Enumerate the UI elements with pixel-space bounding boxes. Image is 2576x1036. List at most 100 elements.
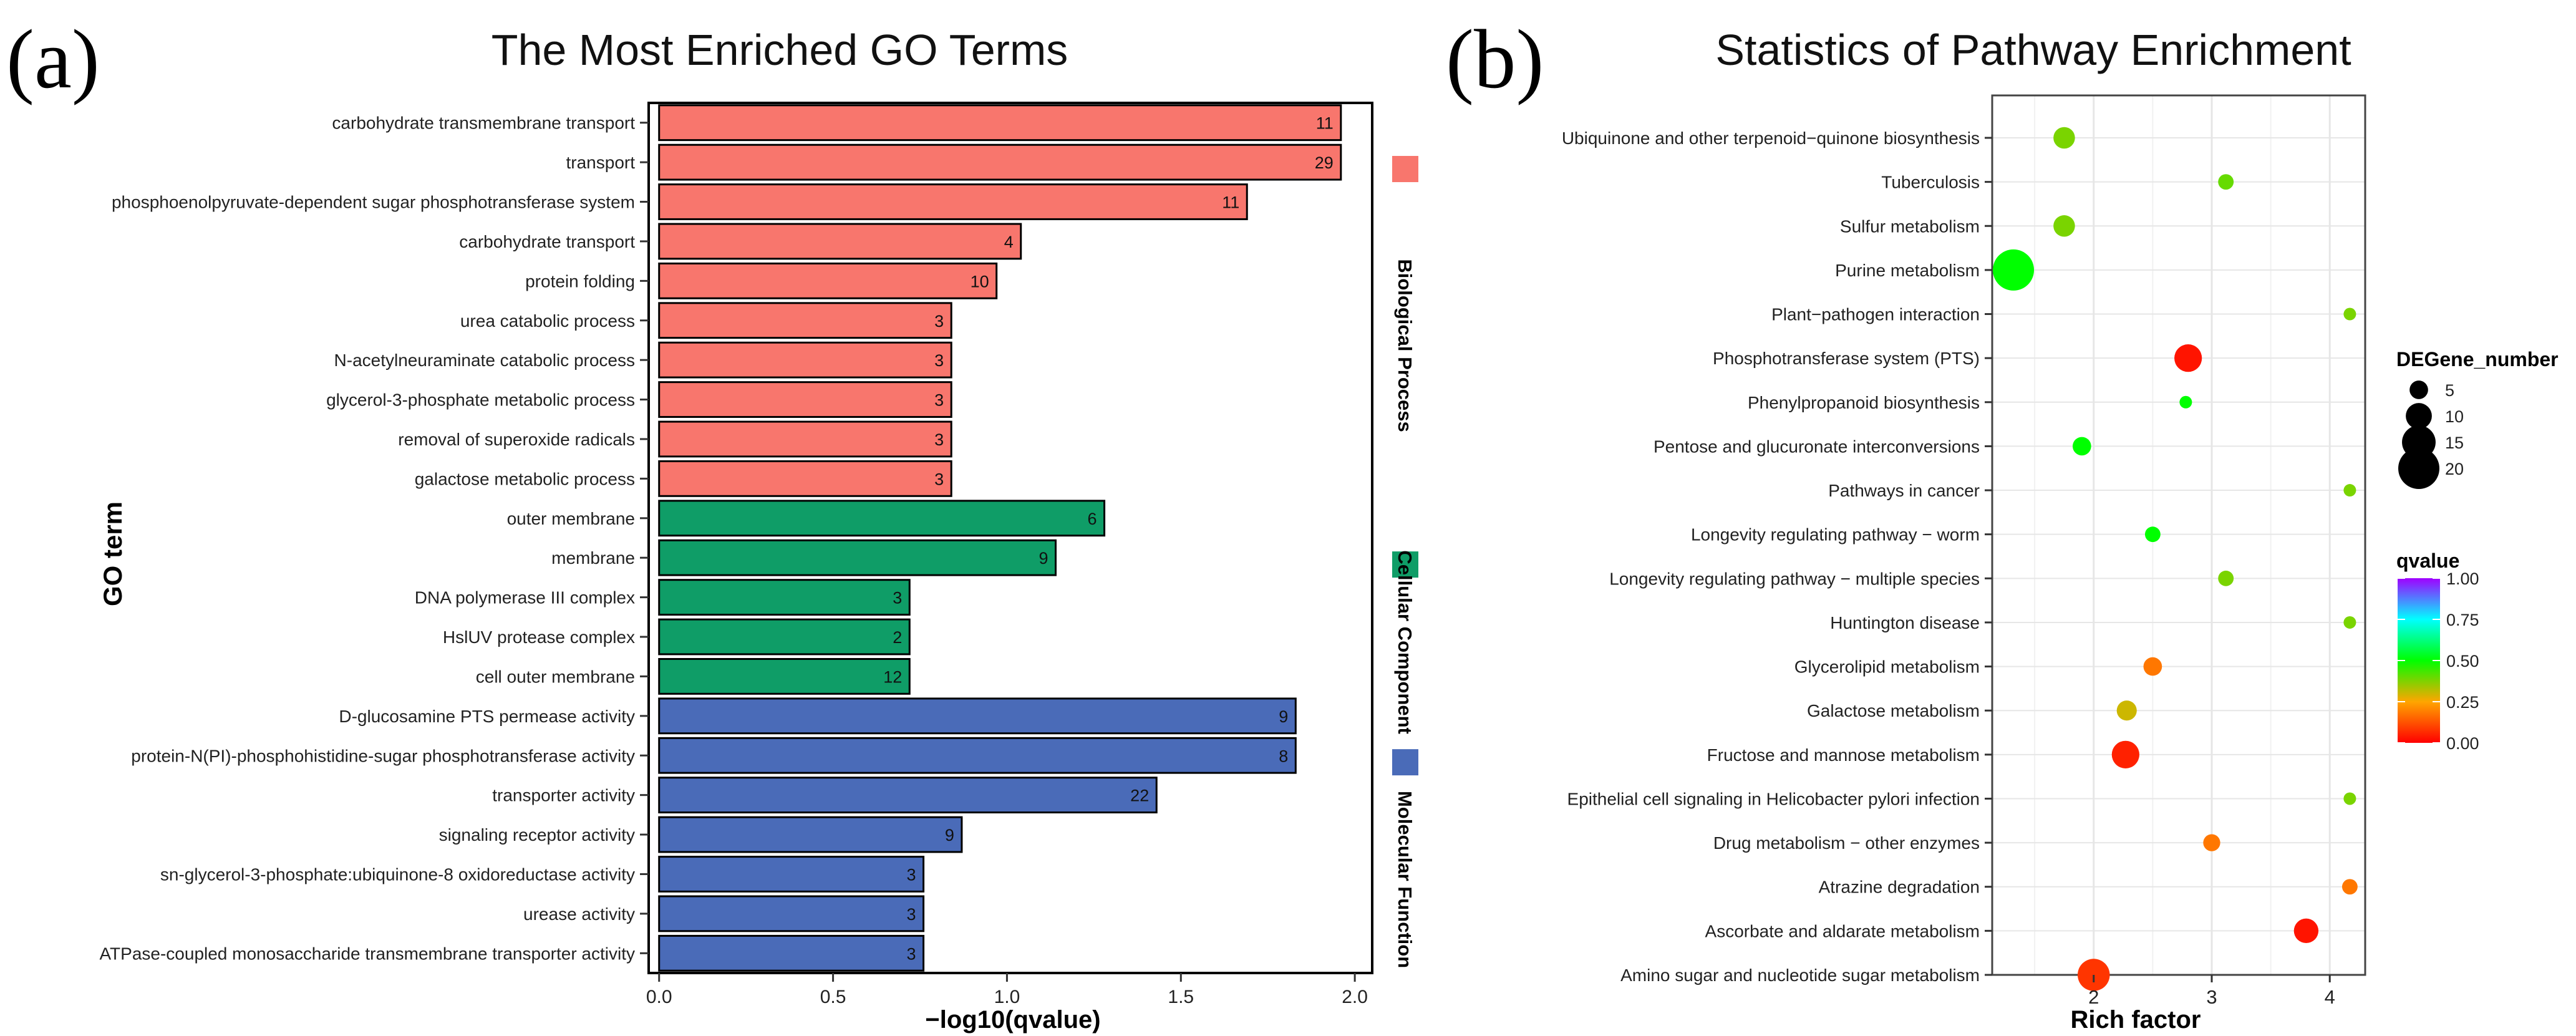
- pathway-label: Sulfur metabolism: [1840, 216, 1980, 236]
- category-legend-swatch: [1392, 749, 1418, 776]
- pathway-point: [2144, 526, 2161, 543]
- panel-b-label: (b): [1446, 13, 1544, 106]
- bar-term-label: urea catabolic process: [460, 311, 635, 331]
- bar-term-label: HslUV protease complex: [443, 627, 635, 647]
- bar-count-label: 3: [907, 865, 916, 884]
- pathway-point: [2203, 834, 2220, 851]
- bar-count-label: 2: [893, 628, 902, 647]
- color-legend-title: qvalue: [2396, 549, 2459, 572]
- category-legend-swatch: [1392, 156, 1418, 182]
- bar-count-label: 3: [907, 905, 916, 924]
- pathway-label: Phosphotransferase system (PTS): [1713, 349, 1980, 368]
- bar-term-label: removal of superoxide radicals: [398, 430, 635, 449]
- panel-a-label: (a): [6, 13, 100, 106]
- size-legend-label: 15: [2445, 433, 2464, 452]
- pathway-point: [2343, 792, 2356, 805]
- bar-term-label: D-glucosamine PTS permease activity: [339, 707, 635, 726]
- pathway-point: [2218, 174, 2234, 190]
- pathway-point: [2143, 657, 2162, 676]
- bar-count-label: 3: [934, 430, 944, 449]
- bar-count-label: 8: [1279, 747, 1288, 765]
- bar: [658, 381, 952, 418]
- bar-count-label: 3: [934, 391, 944, 410]
- x-tick-label: 0.0: [646, 987, 672, 1007]
- bar-count-label: 12: [883, 667, 902, 686]
- pathway-label: Galactose metabolism: [1807, 701, 1980, 720]
- pathway-label: Epithelial cell signaling in Helicobacte…: [1567, 789, 1980, 808]
- bar-count-label: 3: [934, 470, 944, 488]
- panel-a-plot-border: [647, 102, 1373, 974]
- bar-count-label: 22: [1130, 787, 1149, 805]
- colorbar-tick-label: 0.50: [2446, 652, 2479, 670]
- bar-term-label: ATPase-coupled monosaccharide transmembr…: [99, 944, 635, 963]
- size-legend-label: 5: [2445, 381, 2454, 400]
- bar: [658, 579, 911, 616]
- bar-term-label: cell outer membrane: [476, 667, 635, 686]
- x-tick-label: 1.0: [994, 987, 1020, 1007]
- pathway-label: Ubiquinone and other terpenoid−quinone b…: [1562, 128, 1980, 148]
- size-legend-dot: [2398, 448, 2439, 489]
- pathway-label: Ascorbate and aldarate metabolism: [1705, 921, 1980, 941]
- panel-b-title: Statistics of Pathway Enrichment: [1715, 26, 2351, 74]
- bar-term-label: protein folding: [525, 271, 635, 291]
- bar: [658, 934, 925, 972]
- pathway-point: [2343, 616, 2356, 629]
- bar-count-label: 3: [934, 312, 944, 331]
- bar-count-label: 3: [893, 589, 902, 608]
- pathway-label: Drug metabolism − other enzymes: [1713, 833, 1980, 853]
- bar: [658, 420, 952, 458]
- bar-term-label: outer membrane: [507, 509, 635, 528]
- bar: [658, 223, 1022, 260]
- pathway-point: [1993, 249, 2035, 291]
- x-tick-label: 2.0: [1342, 987, 1368, 1007]
- pathway-label: Tuberculosis: [1881, 173, 1980, 192]
- bar-count-label: 4: [1004, 233, 1014, 251]
- bar: [658, 895, 925, 932]
- colorbar-tick-label: 0.00: [2446, 734, 2479, 753]
- pathway-point: [2343, 307, 2356, 321]
- panel-b: (b) Statistics of Pathway Enrichment Ric…: [1446, 13, 2559, 1034]
- bar: [658, 618, 911, 656]
- pathway-point: [2072, 437, 2091, 456]
- pathway-point: [2111, 740, 2139, 768]
- bar-term-label: protein-N(PI)-phosphohistidine-sugar pho…: [131, 746, 635, 765]
- category-legend-label: Molecular Function: [1394, 791, 1416, 968]
- x-tick-label: 2: [2088, 986, 2099, 1008]
- bar-count-label: 11: [1316, 114, 1334, 133]
- bar: [658, 500, 1106, 537]
- bar-term-label: glycerol-3-phosphate metabolic process: [326, 390, 635, 410]
- pathway-point: [2293, 918, 2319, 944]
- colorbar-tick-label: 1.00: [2446, 569, 2479, 588]
- panel-b-plot-background: [1992, 95, 2365, 975]
- bar-term-label: transport: [566, 153, 636, 172]
- bar: [658, 856, 925, 893]
- pathway-label: Longevity regulating pathway − multiple …: [1609, 569, 1980, 588]
- bar-count-label: 3: [934, 351, 944, 370]
- bar-term-label: galactose metabolic process: [415, 469, 635, 488]
- size-legend-dot: [2406, 403, 2432, 429]
- pathway-point: [2343, 484, 2356, 497]
- bar-count-label: 9: [945, 826, 954, 845]
- pathway-point: [2174, 344, 2202, 372]
- panel-a-title: The Most Enriched GO Terms: [491, 26, 1068, 74]
- bar: [658, 539, 1057, 576]
- category-legend-label: Biological Process: [1394, 259, 1416, 432]
- bar-count-label: 6: [1088, 510, 1097, 528]
- size-legend-title: DEGene_number: [2396, 348, 2559, 370]
- bar-term-label: carbohydrate transport: [459, 232, 635, 251]
- pathway-label: Huntington disease: [1830, 613, 1980, 632]
- bar: [658, 183, 1248, 220]
- panel-a-xlabel: −log10(qvalue): [925, 1006, 1100, 1034]
- size-legend-dot: [2409, 380, 2428, 399]
- bar-term-label: sn-glycerol-3-phosphate:ubiquinone-8 oxi…: [160, 864, 635, 884]
- panel-b-xlabel: Rich factor: [2071, 1006, 2201, 1034]
- size-legend-label: 20: [2445, 460, 2464, 478]
- size-legend-label: 10: [2445, 407, 2464, 426]
- panel-a-plot: carbohydrate transmembrane transport 11 tr…: [99, 102, 1373, 1007]
- size-legend: 5 10 15 20: [2398, 380, 2464, 489]
- pathway-label: Pentose and glucuronate interconversions: [1654, 437, 1980, 456]
- bar-term-label: urease activity: [523, 904, 635, 924]
- pathway-point: [2179, 395, 2192, 409]
- bar: [658, 737, 1297, 774]
- bar-count-label: 9: [1279, 707, 1288, 726]
